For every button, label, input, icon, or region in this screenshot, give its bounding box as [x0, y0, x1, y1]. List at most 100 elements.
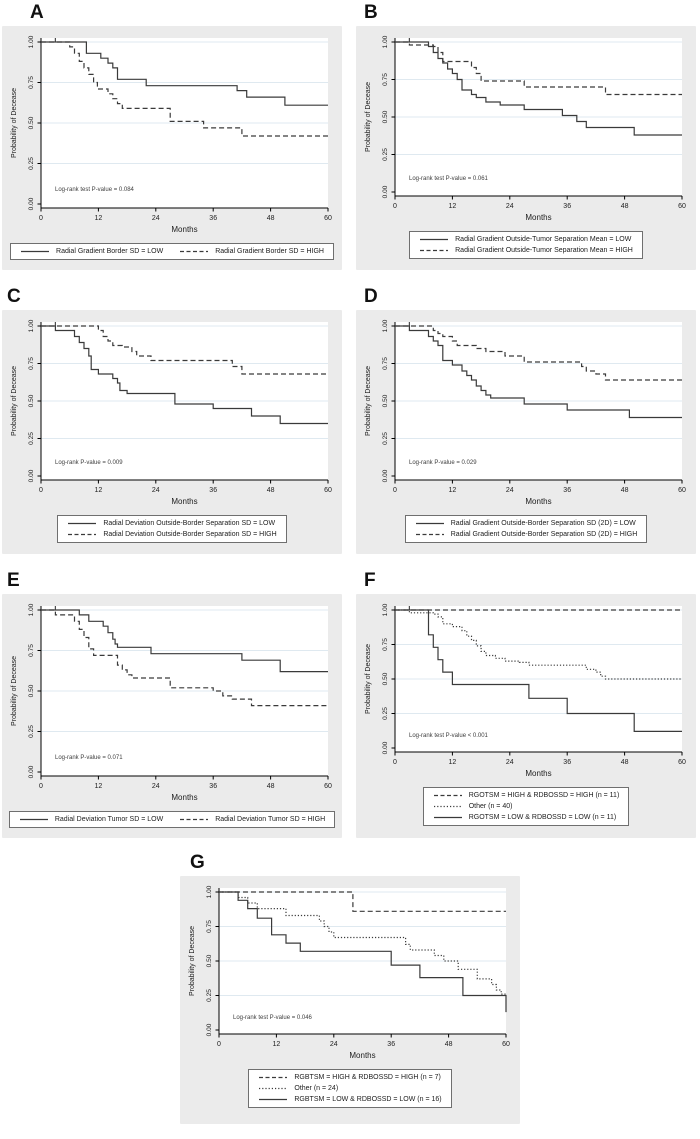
x-tick-label: 48 [620, 203, 628, 210]
legend-box: Radial Deviation Tumor SD = LOW Radial De… [8, 811, 336, 828]
x-tick-label: 24 [151, 783, 159, 790]
figure-row-1: A 0.00 0.25 0.50 0.75 1.00 0 12 24 36 48 60 Probabil… [0, 2, 700, 270]
km-curve-dashed [40, 41, 328, 137]
x-tick-label: 60 [678, 203, 686, 210]
panel-letter: A [30, 2, 44, 23]
km-panel-d: D 0.00 0.25 0.50 0.75 1.00 0 12 24 36 48 60 Probabil… [356, 286, 696, 554]
legend-label: Other (n = 40) [468, 803, 513, 810]
x-axis-title: Months [525, 213, 551, 222]
x-tick-label: 12 [94, 215, 102, 222]
y-tick-label: 0.75 [382, 73, 389, 86]
km-chart: 0.00 0.25 0.50 0.75 1.00 0 12 24 36 48 60 Probabili… [365, 35, 686, 222]
pvalue-annotation: Log-rank P-value = 0.029 [409, 460, 477, 466]
pvalue-annotation: Log-rank test P-value < 0.001 [409, 733, 489, 739]
panel-background: 0.00 0.25 0.50 0.75 1.00 0 12 24 36 48 60 Probabili… [356, 26, 696, 270]
pvalue-annotation: Log-rank test P-value = 0.084 [55, 187, 135, 193]
legend-line-sample-dashed [259, 1076, 288, 1079]
legend-line-sample-dashed [433, 794, 462, 797]
y-tick-label: 0.00 [382, 469, 389, 482]
figure-row-3: E 0.00 0.25 0.50 0.75 1.00 0 12 24 36 48 60 Probabil… [0, 570, 700, 838]
legend-entry: Radial Gradient Outside-Tumor Separation… [419, 235, 633, 244]
legend-label: Radial Gradient Outside-Border Separatio… [450, 520, 636, 527]
panel-background: 0.00 0.25 0.50 0.75 1.00 0 12 24 36 48 60 Probabili… [180, 876, 520, 1124]
y-tick-label: 0.00 [28, 197, 35, 210]
y-tick-label: 0.75 [382, 638, 389, 651]
x-tick-label: 0 [39, 783, 43, 790]
x-tick-label: 48 [266, 783, 274, 790]
km-chart: 0.00 0.25 0.50 0.75 1.00 0 12 24 36 48 60 Probabili… [365, 603, 686, 778]
y-tick-label: 0.00 [206, 1023, 213, 1036]
legend-entry: Radial Gradient Border SD = HIGH [179, 247, 324, 256]
x-tick-label: 0 [39, 215, 43, 222]
y-tick-label: 0.25 [28, 725, 35, 738]
legend-label: RGOTSM = LOW & RDBOSSD = LOW (n = 11) [468, 814, 617, 821]
x-tick-label: 24 [505, 487, 513, 494]
y-tick-label: 0.50 [382, 394, 389, 407]
x-tick-label: 12 [94, 487, 102, 494]
legend-label: Radial Gradient Border SD = LOW [56, 248, 164, 255]
km-curve-dashed [394, 325, 682, 381]
legend-entry: Radial Gradient Border SD = LOW [20, 247, 163, 256]
legend: RGOTSM = HIGH & RDBOSSD = HIGH (n = 11) O… [360, 787, 692, 826]
pvalue-annotation: Log-rank P-value = 0.009 [55, 460, 123, 466]
x-tick-label: 48 [266, 215, 274, 222]
legend-label: RGOTSM = HIGH & RDBOSSD = HIGH (n = 11) [468, 792, 620, 799]
legend-line-sample-solid [415, 522, 444, 525]
x-tick-label: 60 [324, 487, 332, 494]
legend: Radial Gradient Outside-Tumor Separation… [360, 231, 692, 259]
y-axis-title: Probability of Decease [11, 88, 18, 158]
x-tick-label: 24 [151, 215, 159, 222]
km-curve-solid [218, 891, 507, 1013]
figure-row-2: C 0.00 0.25 0.50 0.75 1.00 0 12 24 36 48 60 Probabil… [0, 286, 700, 554]
y-tick-label: 1.00 [206, 885, 213, 898]
legend-entry: Radial Gradient Outside-Tumor Separation… [419, 246, 633, 255]
legend-label: Radial Gradient Outside-Border Separatio… [450, 531, 638, 538]
x-tick-label: 24 [329, 1041, 337, 1048]
panel-background: 0.00 0.25 0.50 0.75 1.00 0 12 24 36 48 60 Probabili… [356, 594, 696, 838]
km-curve-dashed [218, 891, 506, 912]
legend-label: Radial Gradient Outside-Tumor Separation… [455, 236, 632, 243]
x-tick-label: 24 [151, 487, 159, 494]
y-axis-title: Probability of Decease [189, 926, 196, 996]
km-curve-solid [394, 325, 682, 419]
x-axis-title: Months [525, 497, 551, 506]
legend-entry: Radial Deviation Tumor SD = LOW [19, 815, 163, 824]
km-panel-e: E 0.00 0.25 0.50 0.75 1.00 0 12 24 36 48 60 Probabil… [2, 570, 342, 838]
y-tick-label: 0.50 [382, 110, 389, 123]
x-tick-label: 0 [393, 759, 397, 766]
x-tick-label: 24 [505, 759, 513, 766]
x-tick-label: 36 [563, 487, 571, 494]
legend-box: Radial Deviation Outside-Border Separati… [57, 515, 287, 543]
y-tick-label: 0.75 [28, 644, 35, 657]
panel-letter: F [364, 570, 376, 591]
legend-line-sample-dashed [68, 533, 97, 536]
legend-entry: Radial Gradient Outside-Border Separatio… [415, 530, 638, 539]
x-tick-label: 36 [209, 215, 217, 222]
x-tick-label: 36 [209, 783, 217, 790]
x-tick-label: 60 [678, 487, 686, 494]
legend-entry: RGOTSM = LOW & RDBOSSD = LOW (n = 11) [433, 813, 620, 822]
x-tick-label: 48 [620, 759, 628, 766]
y-axis-title: Probability of Decease [365, 82, 372, 152]
y-axis-title: Probability of Decease [365, 366, 372, 436]
km-curve-solid [40, 609, 328, 673]
x-tick-label: 60 [502, 1041, 510, 1048]
panel-letter: B [364, 2, 378, 23]
x-tick-label: 24 [505, 203, 513, 210]
legend-box: Radial Gradient Border SD = LOW Radial Gr… [10, 243, 334, 260]
y-tick-label: 1.00 [382, 35, 389, 48]
legend-line-sample-dashed [180, 818, 209, 821]
km-chart: 0.00 0.25 0.50 0.75 1.00 0 12 24 36 48 60 Probabili… [189, 885, 510, 1060]
y-tick-label: 0.75 [206, 920, 213, 933]
x-tick-label: 12 [448, 487, 456, 494]
x-tick-label: 12 [448, 203, 456, 210]
legend-entry: RGOTSM = HIGH & RDBOSSD = HIGH (n = 11) [433, 791, 620, 800]
y-tick-label: 0.25 [382, 707, 389, 720]
y-tick-label: 1.00 [28, 603, 35, 616]
legend-box: Radial Gradient Outside-Tumor Separation… [409, 231, 643, 259]
legend-line-sample-solid [19, 818, 48, 821]
km-curve-solid [40, 325, 328, 425]
x-tick-label: 48 [620, 487, 628, 494]
y-tick-label: 0.00 [28, 765, 35, 778]
x-tick-label: 60 [678, 759, 686, 766]
